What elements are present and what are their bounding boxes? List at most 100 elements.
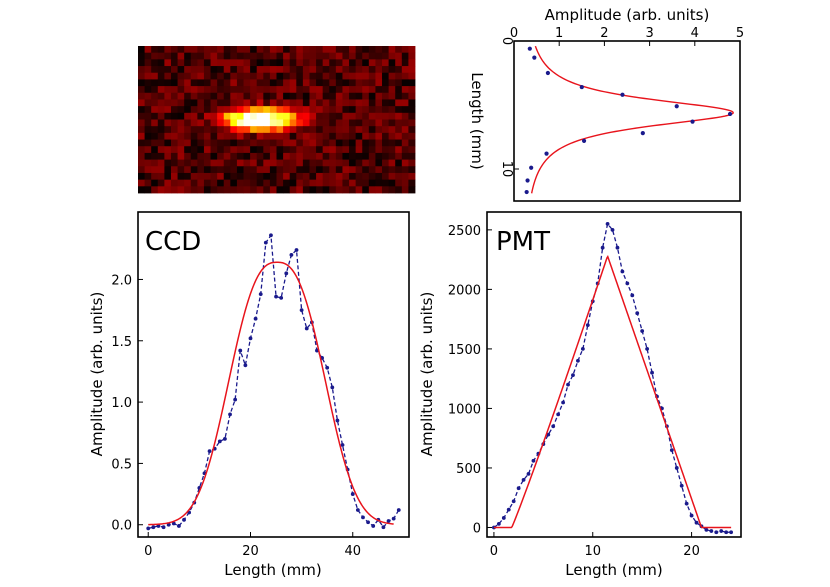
heatmap-cell [302,86,310,94]
heatmap-cell [230,172,238,181]
heatmap-cell [190,79,198,87]
heatmap-cell [243,126,251,134]
heatmap-cell [203,92,211,100]
heatmap-cell [362,106,370,114]
heatmap-cell [170,72,178,80]
heatmap-cell [302,106,310,114]
heatmap-cell [250,139,258,147]
heatmap-cell [210,172,218,181]
heatmap-cell [276,59,284,67]
heatmap-cell [138,46,145,54]
heatmap-cell [144,119,152,127]
heatmap-cell [203,139,211,147]
heatmap-cell [210,72,218,80]
heatmap-cell [250,186,258,194]
heatmap-cell [408,179,416,187]
heatmap-cell [276,99,284,107]
heatmap-cell [349,72,357,80]
heatmap-cell [335,186,343,194]
heatmap-cell [164,132,172,140]
heatmap-cell [355,86,363,94]
p2-data-point [243,363,248,368]
heatmap-cell [296,186,304,194]
heatmap-cell [269,146,277,154]
heatmap-cell [138,112,145,120]
heatmap-cell [322,166,330,174]
heatmap-cell [276,119,284,127]
heatmap-cell [164,179,172,187]
profile-data-point [527,46,532,51]
heatmap-cell [395,159,403,167]
heatmap-cell [296,179,304,187]
heatmap-cell [217,106,225,114]
heatmap-cell [276,92,284,100]
heatmap-cell [283,66,291,74]
heatmap-cell [170,92,178,100]
heatmap-cell [263,146,271,154]
heatmap-cell [289,172,297,181]
heatmap-cell [283,86,291,94]
heatmap-cell [322,46,330,54]
heatmap-cell [223,99,231,107]
p3-data-point [600,245,605,250]
heatmap-cell [157,132,165,140]
profile-x-label: Amplitude (arb. units) [545,6,710,24]
heatmap-cell [177,119,185,127]
heatmap-cell [401,112,409,120]
heatmap-cell [408,66,416,74]
heatmap-cell [256,146,264,154]
heatmap-cell [151,139,159,147]
heatmap-cell [296,112,304,120]
heatmap-cell [395,79,403,87]
heatmap-cell [170,172,178,181]
heatmap-cell [197,72,205,80]
heatmap-cell [230,179,238,187]
heatmap-cell [197,179,205,187]
heatmap-cell [138,186,145,194]
heatmap-cell [170,86,178,94]
heatmap-cell [395,152,403,160]
heatmap-cell [349,79,357,87]
heatmap-cell [210,132,218,140]
heatmap-cell [401,99,409,107]
heatmap-cell [236,146,244,154]
heatmap-cell [144,112,152,120]
heatmap-cell [263,66,271,74]
heatmap-cell [217,126,225,134]
heatmap-cell [269,126,277,134]
heatmap-cell [236,79,244,87]
heatmap-cell [138,132,145,140]
heatmap-cell [203,66,211,74]
heatmap-cell [322,139,330,147]
heatmap-cell [223,86,231,94]
heatmap-cell [157,172,165,181]
heatmap-cell [263,112,271,120]
profile-y-tick-label: 10 [499,161,514,178]
heatmap-cell [302,152,310,160]
heatmap-cell [309,119,317,127]
heatmap-cell [316,159,324,167]
heatmap-cell [138,66,145,74]
heatmap-cell [342,99,350,107]
heatmap-cell [296,66,304,74]
heatmap-cell [276,46,284,54]
heatmap-cell [170,79,178,87]
heatmap-cell [395,146,403,154]
heatmap-cell [223,159,231,167]
heatmap-cell [355,159,363,167]
heatmap-cell [362,159,370,167]
heatmap-cell [316,79,324,87]
heatmap-cell [401,126,409,134]
heatmap-cell [395,72,403,80]
heatmap-cell [151,159,159,167]
heatmap-cell [256,99,264,107]
heatmap-cell [210,186,218,194]
heatmap-cell [177,99,185,107]
profile-x-tick-label: 2 [600,26,608,41]
heatmap-cell [395,112,403,120]
p2-data-point [386,519,391,523]
heatmap-cell [217,139,225,147]
heatmap-cell [217,146,225,154]
heatmap-cell [217,132,225,140]
heatmap-cell [144,59,152,67]
